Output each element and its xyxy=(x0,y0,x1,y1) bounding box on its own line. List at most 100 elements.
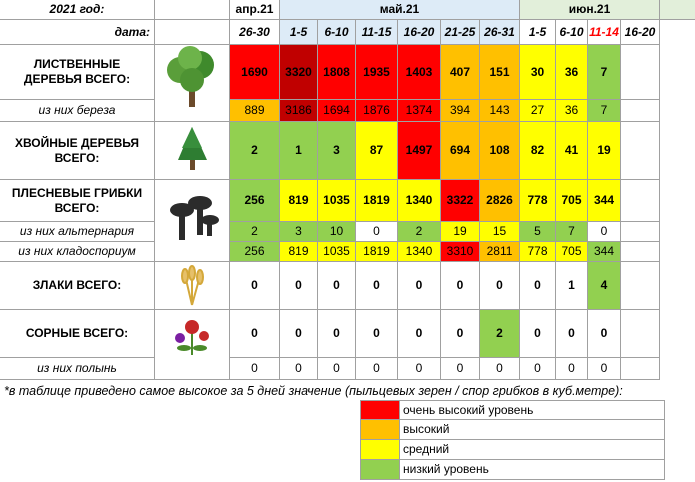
value-cell: 1340 xyxy=(398,242,441,262)
row-label: СОРНЫЕ ВСЕГО: xyxy=(0,310,155,358)
value-cell: 694 xyxy=(441,122,480,180)
value-cell: 256 xyxy=(230,242,280,262)
icon-cell xyxy=(155,262,230,310)
value-cell: 3322 xyxy=(441,180,480,222)
value-cell: 27 xyxy=(520,100,556,122)
value-cell: 0 xyxy=(356,358,398,380)
value-cell: 151 xyxy=(480,45,520,100)
value-cell: 10 xyxy=(318,222,356,242)
blank xyxy=(621,100,660,122)
value-cell: 0 xyxy=(398,358,441,380)
year-label: 2021 год: xyxy=(0,0,155,20)
value-cell: 0 xyxy=(556,358,588,380)
value-cell: 1808 xyxy=(318,45,356,100)
row-label: из них береза xyxy=(0,100,155,122)
value-cell: 2 xyxy=(480,310,520,358)
value-cell: 407 xyxy=(441,45,480,100)
value-cell: 1035 xyxy=(318,242,356,262)
value-cell: 819 xyxy=(280,242,318,262)
value-cell: 1 xyxy=(280,122,318,180)
value-cell: 3 xyxy=(280,222,318,242)
value-cell: 19 xyxy=(588,122,621,180)
legend-swatch xyxy=(360,400,400,420)
value-cell: 889 xyxy=(230,100,280,122)
value-cell: 1403 xyxy=(398,45,441,100)
legend-label: высокий xyxy=(400,420,665,440)
value-cell: 7 xyxy=(588,100,621,122)
icon-cell xyxy=(155,45,230,122)
value-cell: 0 xyxy=(356,310,398,358)
blank xyxy=(155,0,230,20)
date-header: 26-31 xyxy=(480,20,520,45)
value-cell: 0 xyxy=(588,222,621,242)
value-cell: 1 xyxy=(556,262,588,310)
value-cell: 0 xyxy=(480,262,520,310)
value-cell: 0 xyxy=(398,262,441,310)
value-cell: 394 xyxy=(441,100,480,122)
value-cell: 82 xyxy=(520,122,556,180)
date-header: 11-14 xyxy=(588,20,621,45)
value-cell: 1694 xyxy=(318,100,356,122)
value-cell: 15 xyxy=(480,222,520,242)
value-cell: 1690 xyxy=(230,45,280,100)
value-cell: 0 xyxy=(556,310,588,358)
value-cell: 1374 xyxy=(398,100,441,122)
value-cell: 1497 xyxy=(398,122,441,180)
value-cell: 0 xyxy=(280,358,318,380)
value-cell: 143 xyxy=(480,100,520,122)
blank xyxy=(621,180,660,222)
date-header: 6-10 xyxy=(318,20,356,45)
value-cell: 41 xyxy=(556,122,588,180)
row-label: из них альтернария xyxy=(0,222,155,242)
date-header: 1-5 xyxy=(520,20,556,45)
value-cell: 819 xyxy=(280,180,318,222)
value-cell: 2826 xyxy=(480,180,520,222)
value-cell: 0 xyxy=(588,358,621,380)
blank xyxy=(660,0,695,20)
value-cell: 1876 xyxy=(356,100,398,122)
legend-swatch xyxy=(360,460,400,480)
blank xyxy=(621,45,660,100)
icon-cell xyxy=(155,122,230,180)
value-cell: 2 xyxy=(230,222,280,242)
value-cell: 705 xyxy=(556,242,588,262)
value-cell: 87 xyxy=(356,122,398,180)
value-cell: 3186 xyxy=(280,100,318,122)
blank xyxy=(621,262,660,310)
value-cell: 0 xyxy=(280,262,318,310)
value-cell: 7 xyxy=(556,222,588,242)
blank xyxy=(621,122,660,180)
value-cell: 344 xyxy=(588,242,621,262)
value-cell: 2 xyxy=(398,222,441,242)
value-cell: 4 xyxy=(588,262,621,310)
value-cell: 19 xyxy=(441,222,480,242)
value-cell: 0 xyxy=(588,310,621,358)
value-cell: 2 xyxy=(230,122,280,180)
month-header: апр.21 xyxy=(230,0,280,20)
value-cell: 0 xyxy=(356,222,398,242)
value-cell: 778 xyxy=(520,180,556,222)
value-cell: 3320 xyxy=(280,45,318,100)
row-label: ЛИСТВЕННЫЕ ДЕРЕВЬЯ ВСЕГО: xyxy=(0,45,155,100)
date-label: дата: xyxy=(0,20,155,45)
month-header: май.21 xyxy=(280,0,520,20)
value-cell: 0 xyxy=(230,358,280,380)
legend-label: очень высокий уровень xyxy=(400,400,665,420)
value-cell: 0 xyxy=(230,262,280,310)
icon-cell xyxy=(155,310,230,380)
blank xyxy=(621,242,660,262)
value-cell: 0 xyxy=(318,358,356,380)
month-header: июн.21 xyxy=(520,0,660,20)
value-cell: 0 xyxy=(230,310,280,358)
value-cell: 1340 xyxy=(398,180,441,222)
row-label: ХВОЙНЫЕ ДЕРЕВЬЯ ВСЕГО: xyxy=(0,122,155,180)
value-cell: 705 xyxy=(556,180,588,222)
date-header: 21-25 xyxy=(441,20,480,45)
value-cell: 5 xyxy=(520,222,556,242)
value-cell: 0 xyxy=(356,262,398,310)
value-cell: 1819 xyxy=(356,180,398,222)
date-header: 16-20 xyxy=(621,20,660,45)
value-cell: 3310 xyxy=(441,242,480,262)
date-header: 26-30 xyxy=(230,20,280,45)
